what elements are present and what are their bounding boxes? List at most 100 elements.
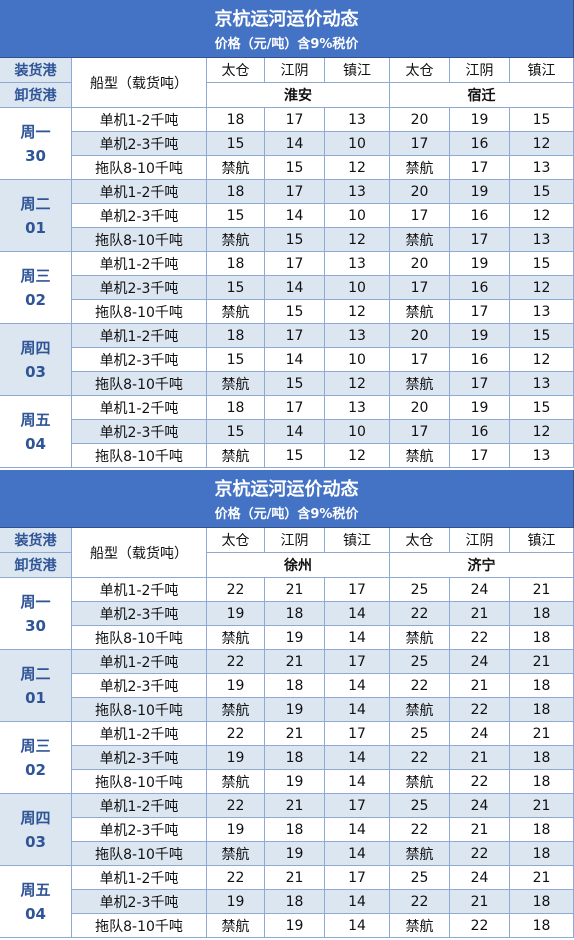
ship-type: 单机1-2千吨 [72,794,207,818]
title-band: 京杭运河运价动态 价格（元/吨）含9%税价 [0,470,574,528]
price: 19 [207,674,265,698]
price: 21 [265,650,325,674]
price: 21 [450,674,510,698]
price: 20 [390,180,450,204]
destination-header: 徐州 [207,553,390,578]
price: 22 [207,866,265,890]
price: 15 [207,348,265,372]
price: 17 [390,420,450,444]
price: 19 [265,842,325,866]
price: 17 [325,578,390,602]
ship-type: 单机1-2千吨 [72,396,207,420]
price: 24 [450,866,510,890]
subtitle: 价格（元/吨）含9%税价 [214,507,359,522]
price: 18 [510,890,574,914]
ship-type: 拖队8-10千吨 [72,300,207,324]
day-cell: 周一 30 [0,108,72,180]
price: 21 [450,818,510,842]
price: 禁航 [390,842,450,866]
price: 禁航 [207,626,265,650]
ship-type: 拖队8-10千吨 [72,228,207,252]
unload-label: 卸货港 [0,83,72,108]
price: 22 [450,914,510,938]
port-header: 太仓 [390,528,450,553]
ship-type: 拖队8-10千吨 [72,770,207,794]
day-name: 周二 [20,664,51,683]
day-date: 01 [25,218,46,237]
price: 17 [265,396,325,420]
price: 18 [510,674,574,698]
price: 12 [510,276,574,300]
price: 21 [450,602,510,626]
port-header: 镇江 [325,528,390,553]
price: 17 [325,794,390,818]
price: 25 [390,578,450,602]
price: 17 [390,204,450,228]
price: 20 [390,108,450,132]
price: 19 [265,626,325,650]
ship-type: 单机1-2千吨 [72,180,207,204]
price: 禁航 [207,770,265,794]
price: 17 [325,722,390,746]
price: 禁航 [207,372,265,396]
price: 22 [390,818,450,842]
price: 18 [510,914,574,938]
price: 13 [325,108,390,132]
price: 19 [450,396,510,420]
port-header: 镇江 [510,58,574,83]
destination-header: 宿迁 [390,83,574,108]
ship-type: 拖队8-10千吨 [72,914,207,938]
ship-type: 单机2-3千吨 [72,420,207,444]
price: 22 [390,746,450,770]
port-header: 太仓 [207,528,265,553]
price: 19 [207,602,265,626]
ship-type: 单机2-3千吨 [72,204,207,228]
day-name: 周四 [20,338,51,357]
day-date: 03 [25,362,46,381]
port-header: 江阴 [450,58,510,83]
price: 21 [510,722,574,746]
ship-type: 单机1-2千吨 [72,650,207,674]
price: 17 [265,108,325,132]
price: 禁航 [390,444,450,468]
price: 13 [325,252,390,276]
day-name: 周五 [20,880,51,899]
ship-type: 单机2-3千吨 [72,890,207,914]
price: 禁航 [207,228,265,252]
price: 21 [510,578,574,602]
price: 12 [325,372,390,396]
port-header: 江阴 [265,58,325,83]
price: 18 [265,746,325,770]
price: 25 [390,722,450,746]
price: 22 [450,626,510,650]
price: 19 [207,746,265,770]
price: 18 [510,770,574,794]
price: 18 [207,180,265,204]
price: 18 [510,842,574,866]
price: 21 [265,722,325,746]
price: 24 [450,794,510,818]
price: 13 [510,228,574,252]
price: 14 [325,818,390,842]
price: 17 [265,180,325,204]
price: 22 [450,698,510,722]
price: 10 [325,348,390,372]
port-header: 江阴 [450,528,510,553]
price: 21 [265,794,325,818]
price: 15 [510,180,574,204]
price: 22 [207,794,265,818]
price: 22 [450,842,510,866]
price: 18 [265,890,325,914]
price: 25 [390,650,450,674]
price: 18 [510,746,574,770]
price: 15 [207,420,265,444]
price: 15 [510,108,574,132]
price: 禁航 [207,444,265,468]
ship-type: 单机1-2千吨 [72,866,207,890]
price: 10 [325,276,390,300]
price: 17 [450,372,510,396]
day-name: 周二 [20,194,51,213]
price: 17 [325,650,390,674]
price: 21 [450,890,510,914]
